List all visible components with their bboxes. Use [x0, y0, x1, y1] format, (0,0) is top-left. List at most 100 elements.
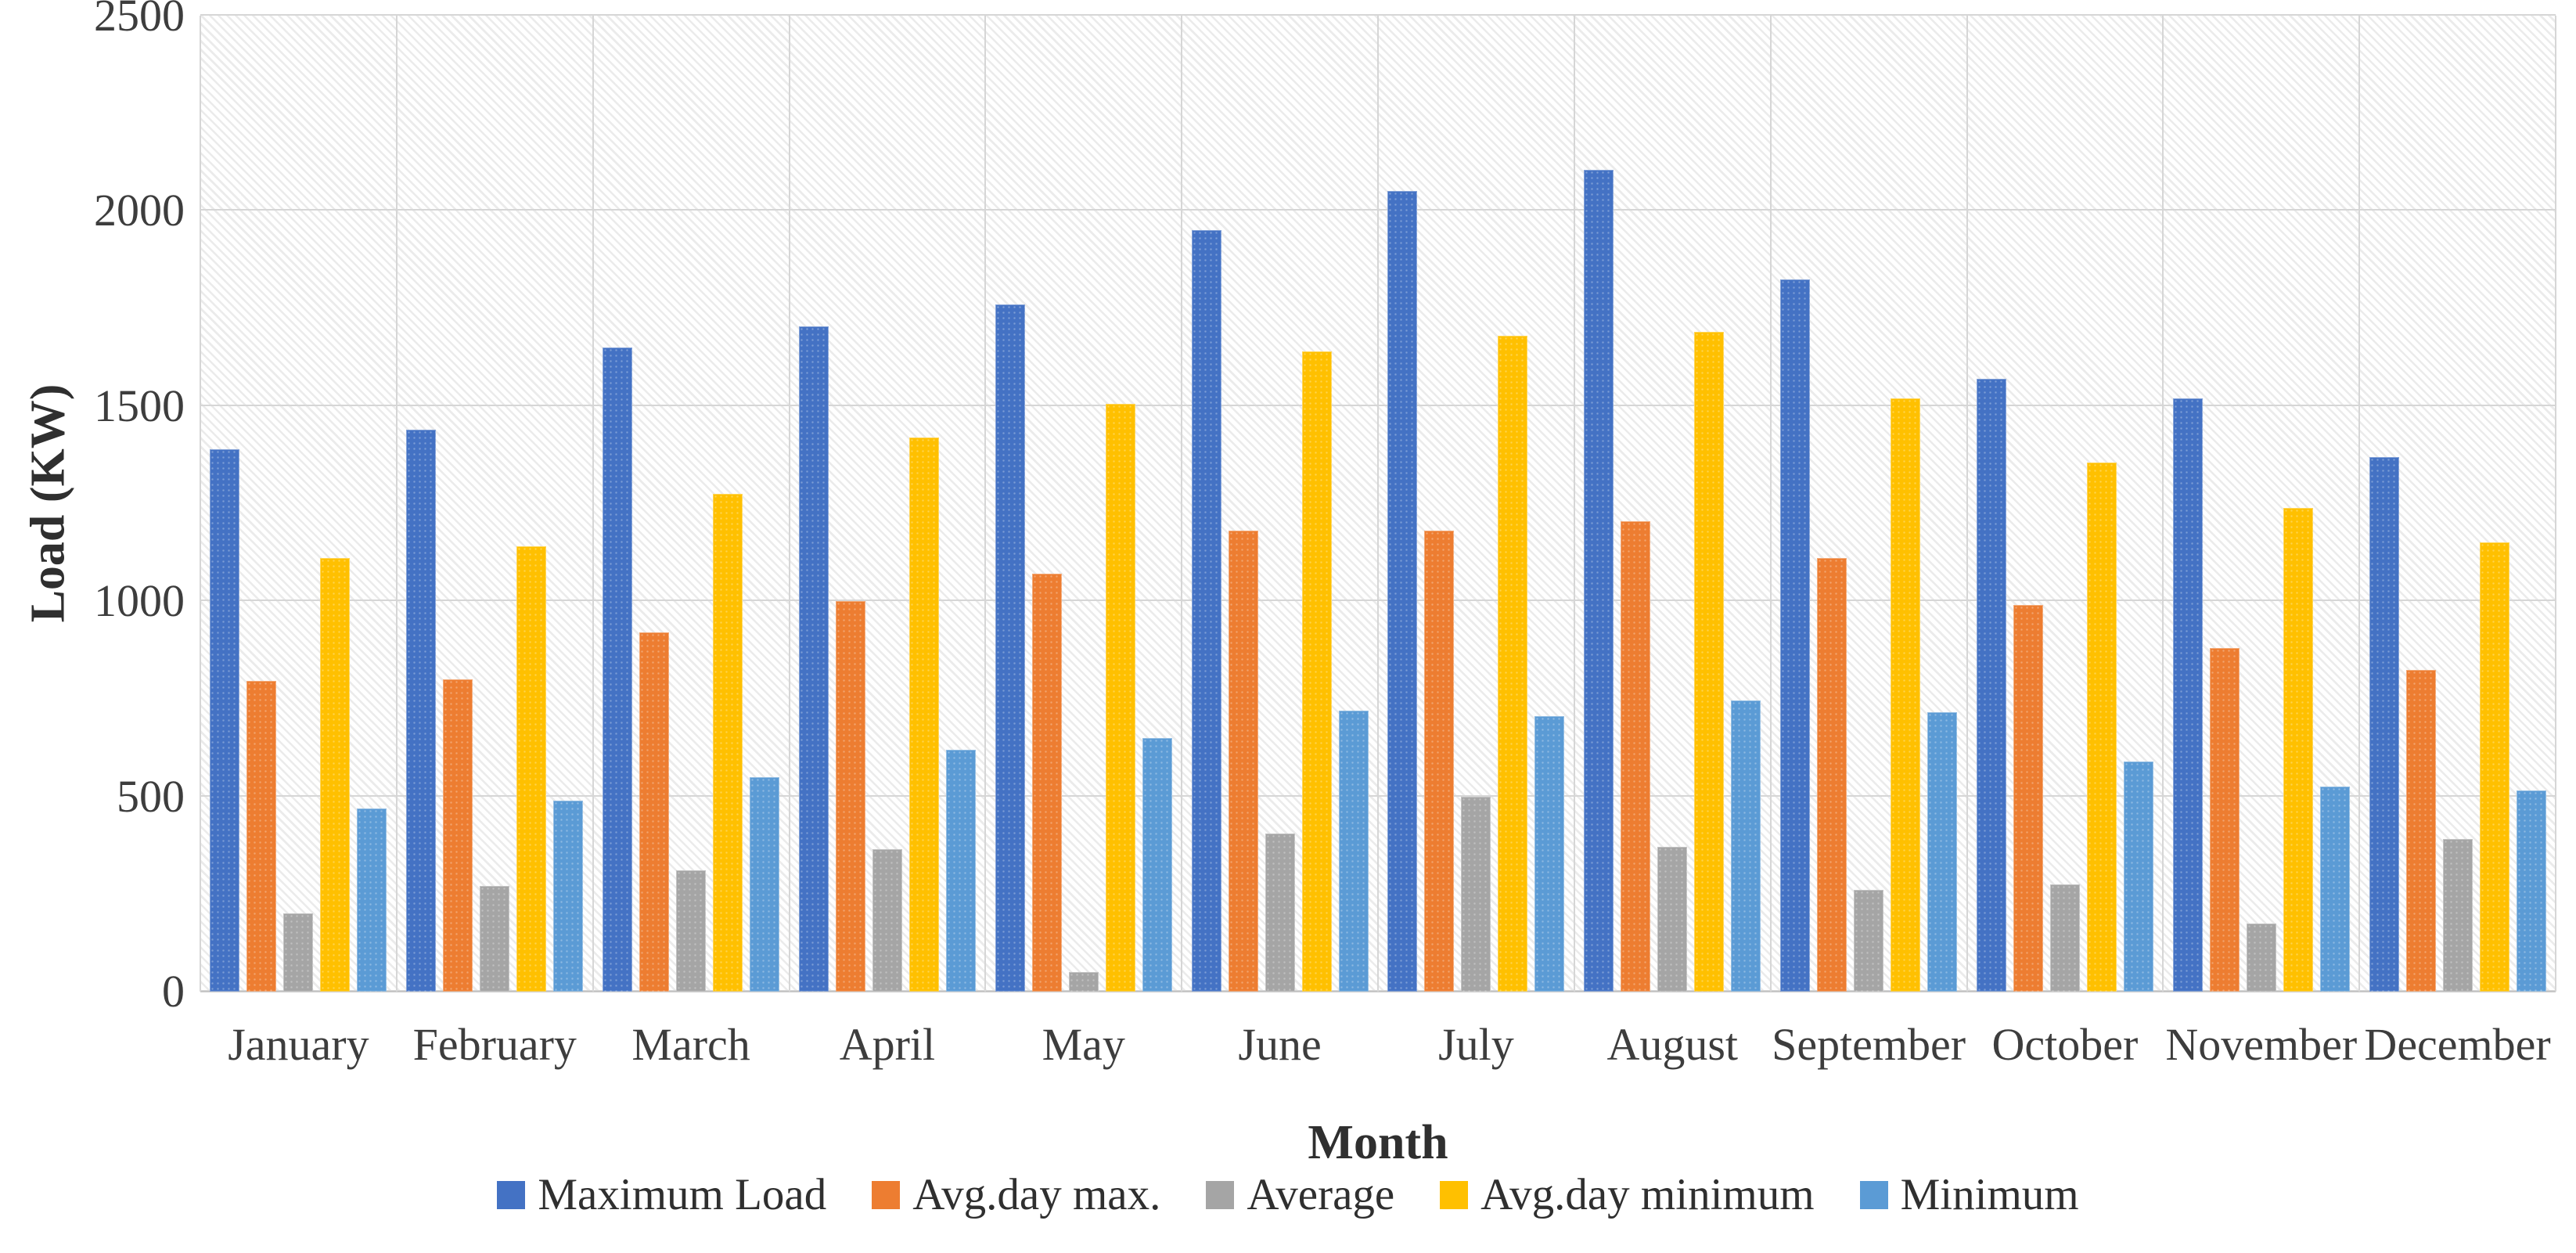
bar-march-maximum-load [603, 347, 633, 992]
bar-march-average [676, 870, 707, 992]
legend-swatch-icon [1859, 1180, 1888, 1209]
v-gridline-12 [2555, 16, 2556, 992]
y-tick-label-500: 500 [117, 770, 185, 822]
bar-group-june [1182, 16, 1378, 992]
v-gridline-0 [200, 16, 201, 992]
bar-december-average [2442, 839, 2473, 992]
bar-march-minimum [750, 776, 780, 992]
y-tick-label-1000: 1000 [94, 575, 185, 627]
x-tick-label-august: August [1606, 1019, 1739, 1070]
v-gridline-5 [1181, 16, 1183, 992]
x-tick-label-october: October [1991, 1019, 2139, 1070]
bar-november-avg-day-minimum [2283, 507, 2313, 992]
bar-may-average [1068, 972, 1099, 992]
y-tick-label-1500: 1500 [94, 380, 185, 431]
bar-march-avg-day-minimum [713, 494, 743, 992]
bar-february-average [480, 886, 510, 992]
y-axis-title: Load (KW) [21, 383, 75, 623]
bar-group-september [1771, 16, 1967, 992]
x-tick-label-january: January [228, 1019, 369, 1070]
v-gridline-1 [395, 16, 398, 992]
bar-august-maximum-load [1584, 170, 1614, 992]
bar-group-july [1378, 16, 1574, 992]
bar-group-may [985, 16, 1182, 992]
bar-may-maximum-load [995, 304, 1025, 992]
bar-february-minimum [553, 800, 584, 992]
x-tick-label-february: February [412, 1019, 577, 1070]
bar-group-november [2163, 16, 2359, 992]
legend-item-minimum: Minimum [1859, 1169, 2079, 1220]
y-tick-label-2500: 2500 [94, 0, 185, 41]
bar-september-minimum [1927, 712, 1958, 992]
bar-july-minimum [1534, 716, 1565, 992]
bar-november-minimum [2319, 787, 2350, 992]
x-axis-line [200, 991, 2556, 992]
bar-january-minimum [357, 808, 387, 992]
legend-swatch-icon [1440, 1180, 1469, 1209]
bar-december-maximum-load [2369, 456, 2399, 992]
bar-april-minimum [945, 749, 976, 992]
bar-july-maximum-load [1387, 191, 1418, 992]
x-axis-title: Month [1308, 1116, 1448, 1169]
bar-february-maximum-load [406, 429, 437, 992]
bar-july-average [1461, 796, 1491, 992]
v-gridline-9 [1966, 16, 1968, 992]
h-gridline-2500 [200, 14, 2556, 16]
bar-october-avg-day-minimum [2086, 463, 2117, 992]
bar-july-avg-day-minimum [1498, 336, 1528, 992]
legend-swatch-icon [1206, 1180, 1235, 1209]
x-tick-label-april: April [839, 1019, 936, 1070]
bar-august-avg-day-minimum [1694, 332, 1725, 992]
bar-january-avg-day-minimum [320, 558, 351, 992]
legend-label: Avg.day minimum [1480, 1170, 1815, 1219]
bar-april-avg-day-minimum [908, 437, 939, 992]
bar-november-avg-day-max [2209, 648, 2240, 992]
bar-group-april [790, 16, 986, 992]
bar-group-january [200, 16, 397, 992]
plot-area [200, 14, 2556, 992]
bar-december-avg-day-minimum [2479, 542, 2509, 992]
bar-june-minimum [1338, 710, 1369, 992]
bar-october-avg-day-max [2013, 605, 2043, 992]
bar-september-average [1854, 890, 1884, 992]
bar-january-maximum-load [210, 448, 240, 992]
bar-march-avg-day-max [639, 632, 670, 992]
bar-group-december [2359, 16, 2556, 992]
v-gridline-6 [1377, 16, 1379, 992]
bar-group-february [397, 16, 593, 992]
bar-august-average [1657, 847, 1688, 992]
legend-item-average: Average [1206, 1169, 1394, 1220]
bar-april-average [872, 848, 902, 992]
bar-december-avg-day-max [2405, 669, 2436, 992]
x-tick-label-july: July [1438, 1019, 1514, 1070]
v-gridline-7 [1573, 16, 1575, 992]
v-gridline-2 [592, 16, 594, 992]
v-gridline-8 [1769, 16, 1772, 992]
x-tick-label-december: December [2364, 1019, 2551, 1070]
bar-june-maximum-load [1191, 230, 1221, 992]
bar-group-october [1967, 16, 2164, 992]
x-tick-label-june: June [1238, 1019, 1322, 1070]
x-tick-label-march: March [631, 1019, 750, 1070]
bar-december-minimum [2516, 790, 2546, 992]
legend-item-maximum-load: Maximum Load [497, 1169, 826, 1220]
bar-february-avg-day-max [443, 679, 473, 992]
bar-july-avg-day-max [1424, 531, 1455, 992]
bar-june-average [1265, 834, 1295, 992]
bar-february-avg-day-minimum [516, 546, 547, 992]
bar-may-minimum [1142, 737, 1172, 992]
v-gridline-10 [2162, 16, 2164, 992]
bar-may-avg-day-max [1031, 574, 1062, 992]
bar-november-maximum-load [2172, 398, 2203, 992]
legend-label: Average [1247, 1170, 1395, 1219]
bar-april-maximum-load [798, 326, 829, 992]
y-tick-label-2000: 2000 [94, 185, 185, 236]
bar-november-average [2246, 923, 2276, 992]
legend-label: Maximum Load [538, 1170, 827, 1219]
legend-item-avg-day-max: Avg.day max. [872, 1169, 1160, 1220]
bar-april-avg-day-max [835, 601, 865, 992]
bar-october-maximum-load [1976, 378, 2006, 992]
legend-label: Minimum [1900, 1170, 2079, 1219]
bar-october-minimum [2123, 761, 2153, 992]
